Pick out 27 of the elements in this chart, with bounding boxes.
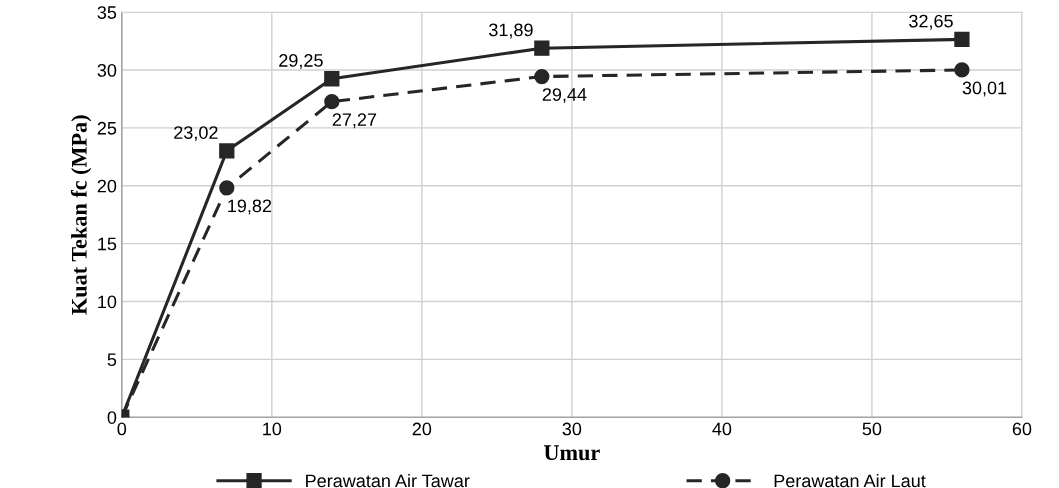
x-tick-label: 30 [562, 422, 582, 436]
x-tick-label: 50 [862, 422, 882, 436]
y-tick-label: 5 [107, 353, 117, 367]
y-tick-label: 10 [98, 295, 117, 309]
data-label: 32,65 [909, 14, 953, 30]
y-tick-label: 25 [97, 121, 117, 135]
x-tick-label: 10 [263, 422, 282, 436]
x-tick-label: 0 [117, 422, 127, 436]
data-label: 19,82 [228, 199, 272, 215]
x-tick-label: 60 [1012, 422, 1032, 436]
y-tick-label: 15 [98, 237, 117, 251]
data-label: 30,01 [962, 81, 1007, 97]
y-tick-label: 35 [97, 6, 117, 19]
x-tick-label: 20 [412, 422, 432, 436]
data-label: 29,44 [542, 88, 587, 104]
data-label: 23,02 [174, 126, 218, 142]
legend-label: Perawatan Air Laut [774, 473, 926, 488]
data-label: 27,27 [332, 113, 377, 129]
y-tick-label: 30 [97, 64, 117, 77]
y-axis-title: Kuat Tekan fc (MPa) [70, 115, 92, 315]
y-tick-label: 0 [107, 411, 117, 424]
y-tick-label: 20 [97, 179, 117, 193]
data-label: 29,25 [279, 54, 323, 69]
x-tick-label: 40 [712, 422, 732, 436]
legend-label: Perawatan Air Tawar [306, 473, 470, 488]
data-label: 31,89 [489, 23, 533, 39]
x-axis-title: Umur [544, 445, 600, 461]
